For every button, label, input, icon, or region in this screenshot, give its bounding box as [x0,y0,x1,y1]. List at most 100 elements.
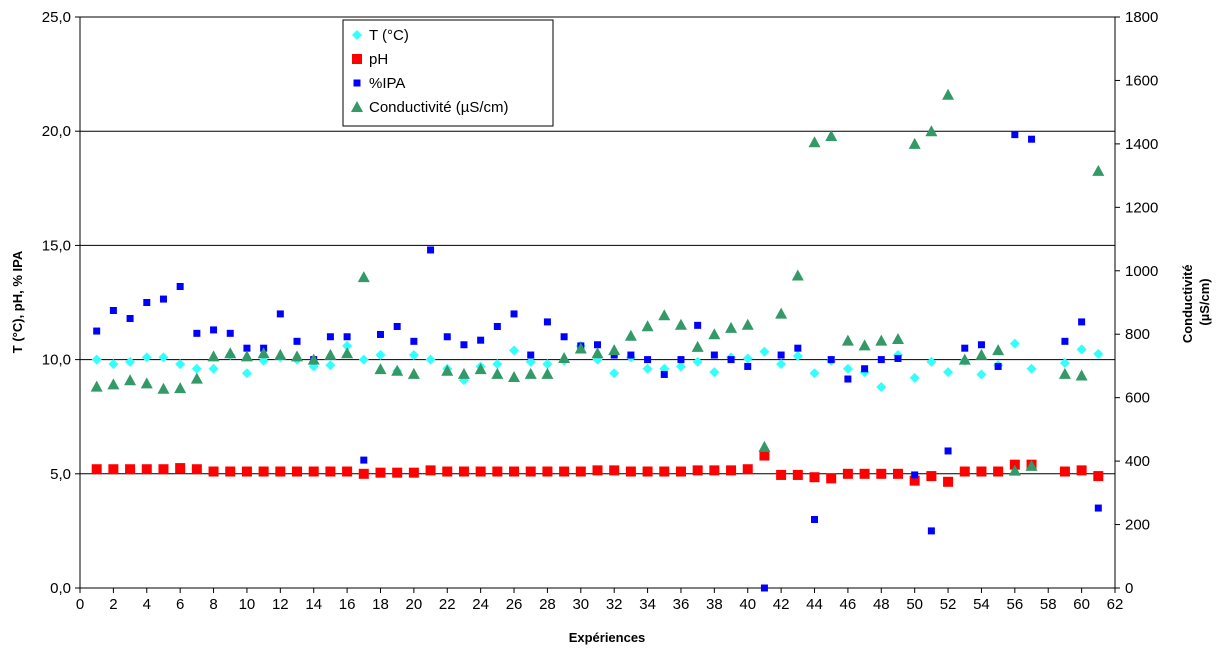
data-point [708,328,721,340]
data-point [158,464,169,475]
data-point [93,327,101,335]
data-point [274,348,287,360]
data-point [492,359,503,370]
data-point [324,348,337,360]
x-tick-label: 44 [806,596,823,613]
x-tick-label: 16 [339,596,356,613]
data-point [925,125,938,137]
data-point [641,320,654,332]
data-point [710,351,718,359]
data-point [861,365,869,373]
legend-marker [353,79,361,87]
data-point [525,356,536,367]
data-point [541,367,554,379]
data-point [408,467,419,478]
data-point [659,466,670,477]
x-tick-label: 56 [1006,596,1023,613]
data-point [391,364,404,376]
data-point [741,318,754,330]
data-point [759,346,770,357]
data-point [1075,369,1088,381]
data-point [124,374,137,386]
data-point [443,333,451,341]
data-point [827,356,835,364]
data-point [592,465,603,476]
legend-label: %IPA [369,75,405,92]
data-point [811,515,819,523]
x-tick-label: 18 [372,596,389,613]
data-point [1061,337,1069,345]
series-ipa [93,131,1102,592]
data-point [307,353,320,365]
data-point [627,351,635,359]
data-point [844,375,852,383]
data-point [1058,367,1071,379]
data-point [510,310,518,318]
data-point [558,352,571,364]
data-point [926,356,937,367]
data-point [477,336,485,344]
data-point [326,333,334,341]
data-point [159,295,167,303]
data-point [460,341,468,349]
data-point [911,471,919,479]
gridlines [80,130,1115,475]
y-tick-label: 0,0 [50,580,71,597]
data-point [493,322,501,330]
data-point [809,368,820,379]
data-point [392,467,403,478]
data-point [375,350,386,361]
data-point [224,347,237,359]
data-point [758,440,771,452]
x-tick-label: 58 [1040,596,1057,613]
data-point [542,466,553,477]
series-ph [91,450,1104,487]
data-point [794,344,802,352]
data-point [575,466,586,477]
data-point [591,347,604,359]
data-point [927,527,935,535]
data-point [491,367,504,379]
data-point [241,466,252,477]
data-point [427,246,435,254]
data-point [674,318,687,330]
data-point [1009,338,1020,349]
data-point [809,472,820,483]
data-point [961,344,969,352]
data-point [1028,135,1036,143]
data-point [441,364,454,376]
y-tick-label: 5,0 [50,466,71,483]
x-tick-label: 2 [109,596,117,613]
data-point [692,356,703,367]
data-point [1076,465,1087,476]
data-point [742,353,753,364]
data-point [977,341,985,349]
y-right-tick-label: 600 [1125,390,1150,407]
data-point [994,362,1002,370]
data-point [858,339,871,351]
data-point [191,464,202,475]
y-axis-title: T (°C), pH, % IPA [10,250,25,353]
data-point [458,466,469,477]
data-point [158,352,169,363]
data-point [190,372,203,384]
y-axis-right-title-line-2: (µS/cm) [1197,278,1212,325]
x-tick-label: 42 [773,596,790,613]
y-right-tick-label: 200 [1125,517,1150,534]
data-point [542,359,553,370]
data-point [976,369,987,380]
data-point [90,380,103,392]
data-point [792,469,803,480]
data-point [660,370,668,378]
data-point [425,465,436,476]
data-point [291,350,304,362]
data-point [842,363,853,374]
data-point [677,356,685,364]
data-point [157,382,170,394]
x-tick-label: 12 [272,596,289,613]
x-tick-label: 46 [840,596,857,613]
legend-label: Conductivité (µS/cm) [369,99,509,116]
legend: T (°C) pH %IPA Conductivité (µS/cm) [342,19,554,127]
data-point [208,466,219,477]
x-tick-label: 30 [572,596,589,613]
